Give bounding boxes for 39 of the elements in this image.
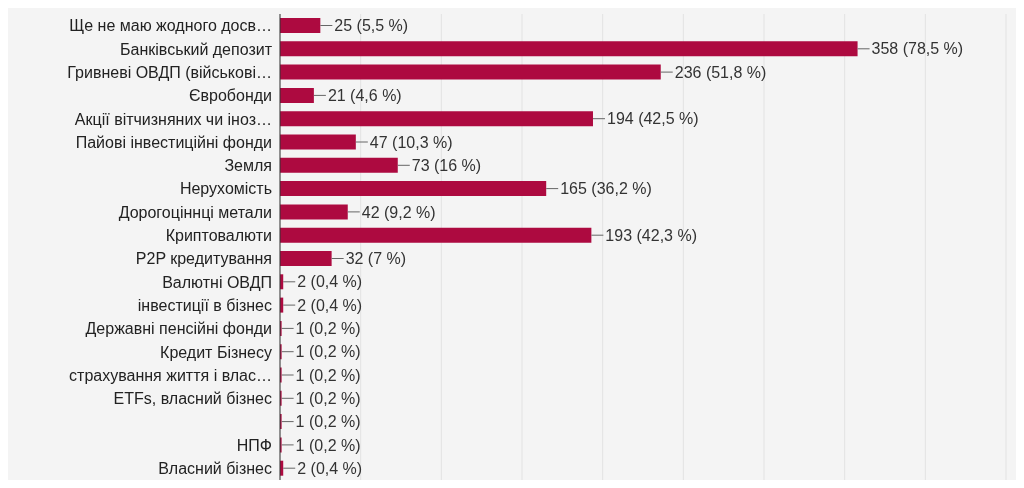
data-label: 2 (0,4 %) bbox=[297, 273, 363, 291]
data-label: 1 (0,2 %) bbox=[295, 389, 361, 407]
data-label: 1 (0,2 %) bbox=[295, 320, 361, 337]
data-label: 25 (5,5 %) bbox=[334, 17, 409, 35]
y-tick-label: P2P кредитування bbox=[135, 250, 272, 268]
y-tick-label: ETFs, власний бізнес bbox=[113, 390, 272, 408]
data-label: 21 (4,6 %) bbox=[327, 87, 402, 104]
y-tick-label: Гривневі ОВДП (військові… bbox=[67, 63, 272, 81]
y-tick-label: НПФ bbox=[236, 436, 272, 454]
data-label: 194 (42,5 %) bbox=[606, 110, 699, 128]
y-tick-label: Нерухомість bbox=[179, 180, 272, 198]
data-label: 47 (10,3 %) bbox=[369, 133, 453, 151]
y-tick-label: Євробонди bbox=[189, 87, 272, 105]
data-label: 236 (51,8 %) bbox=[674, 63, 767, 81]
y-tick-label: Земля bbox=[224, 157, 272, 175]
y-tick-label: Банківський депозит bbox=[120, 40, 273, 58]
data-label: 2 (0,4 %) bbox=[297, 296, 363, 314]
data-label: 1 (0,2 %) bbox=[295, 436, 361, 454]
y-tick-label: страхування життя і влас… bbox=[69, 366, 272, 384]
y-tick-label: Пайові інвестиційні фонди bbox=[75, 133, 272, 151]
y-tick-label: Валютні ОВДП bbox=[162, 273, 272, 291]
data-label: 1 (0,2 %) bbox=[295, 366, 361, 384]
y-tick-label: Криптовалюти bbox=[165, 227, 272, 245]
data-label: 193 (42,3 %) bbox=[605, 226, 697, 244]
data-label: 358 (78,5 %) bbox=[871, 40, 964, 58]
data-label: 73 (16 %) bbox=[411, 156, 482, 174]
y-tick-label: Державні пенсійні фонди bbox=[85, 320, 272, 338]
y-tick-label: Ще не маю жодного досв… bbox=[69, 17, 272, 35]
data-label: 1 (0,2 %) bbox=[295, 413, 361, 431]
y-tick-label: Акції вітчизняних чи іноз… bbox=[74, 110, 272, 128]
y-tick-label: інвестиції в бізнес bbox=[137, 296, 272, 314]
y-tick-label: Власний бізнес bbox=[158, 460, 272, 478]
y-tick-label: Дорогоціннці метали bbox=[118, 203, 272, 221]
data-label: 42 (9,2 %) bbox=[361, 203, 436, 221]
y-tick-label: Кредит Бізнесу bbox=[160, 343, 272, 361]
data-label: 165 (36,2 %) bbox=[560, 180, 652, 198]
data-label: 2 (0,4 %) bbox=[297, 459, 363, 477]
data-label: 32 (7 %) bbox=[345, 250, 407, 268]
data-label: 1 (0,2 %) bbox=[295, 343, 361, 361]
